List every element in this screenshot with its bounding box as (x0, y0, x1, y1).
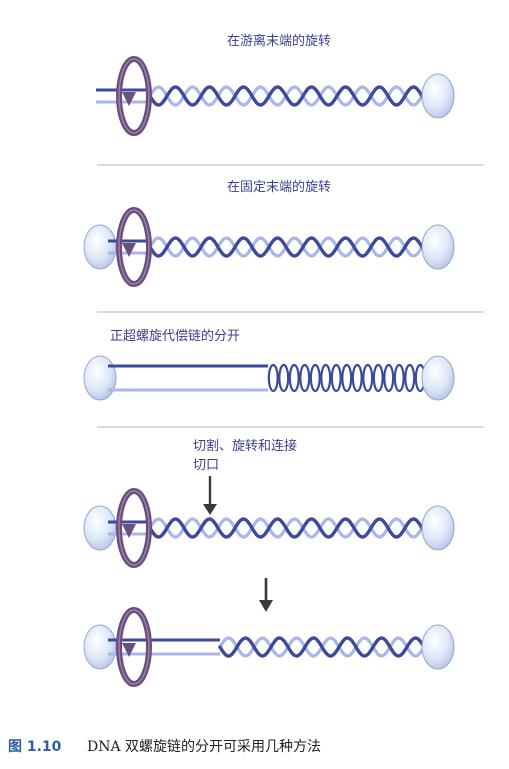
right-anchor-cap (421, 224, 455, 270)
rotation-ring-icon (116, 56, 152, 136)
right-anchor-cap (421, 624, 455, 670)
right-anchor-cap (421, 355, 455, 401)
diagram-nick-after (83, 607, 455, 687)
down-arrow-icon (259, 578, 273, 612)
rotation-ring-icon (116, 488, 152, 568)
double-helix (218, 636, 434, 658)
diagram-supercoil-compensation (83, 355, 455, 401)
rotation-ring-icon (116, 207, 152, 287)
diagram-nick-before (83, 488, 455, 568)
double-helix (148, 236, 434, 258)
right-anchor-cap (421, 505, 455, 551)
caption-number: 图 1.10 (8, 739, 62, 755)
left-anchor-cap (83, 355, 117, 401)
panel-1-title: 在游离末端的旋转 (227, 33, 331, 49)
free-end-strands (96, 88, 150, 104)
double-helix (148, 85, 434, 107)
unwound-strands (108, 638, 220, 656)
caption-text: DNA 双螺旋链的分开可采用几种方法 (87, 739, 321, 755)
right-anchor-cap (421, 73, 455, 119)
separated-strands (108, 364, 268, 392)
left-anchor-cap (83, 224, 117, 270)
panel-2-title: 在固定末端的旋转 (227, 179, 331, 195)
diagram-free-end-rotation (96, 56, 455, 136)
diagram-fixed-end-rotation (83, 207, 455, 287)
left-anchor-cap (83, 505, 117, 551)
panel-3-title: 正超螺旋代偿链的分开 (110, 328, 240, 344)
nick-arrow-icon (203, 476, 217, 515)
rotation-ring-icon (116, 607, 152, 687)
left-anchor-cap (83, 624, 117, 670)
nick-label: 切口 (193, 458, 219, 473)
double-helix (148, 517, 434, 539)
supercoil-helix (267, 363, 437, 393)
panel-4-title: 切割、旋转和连接 (193, 438, 297, 454)
